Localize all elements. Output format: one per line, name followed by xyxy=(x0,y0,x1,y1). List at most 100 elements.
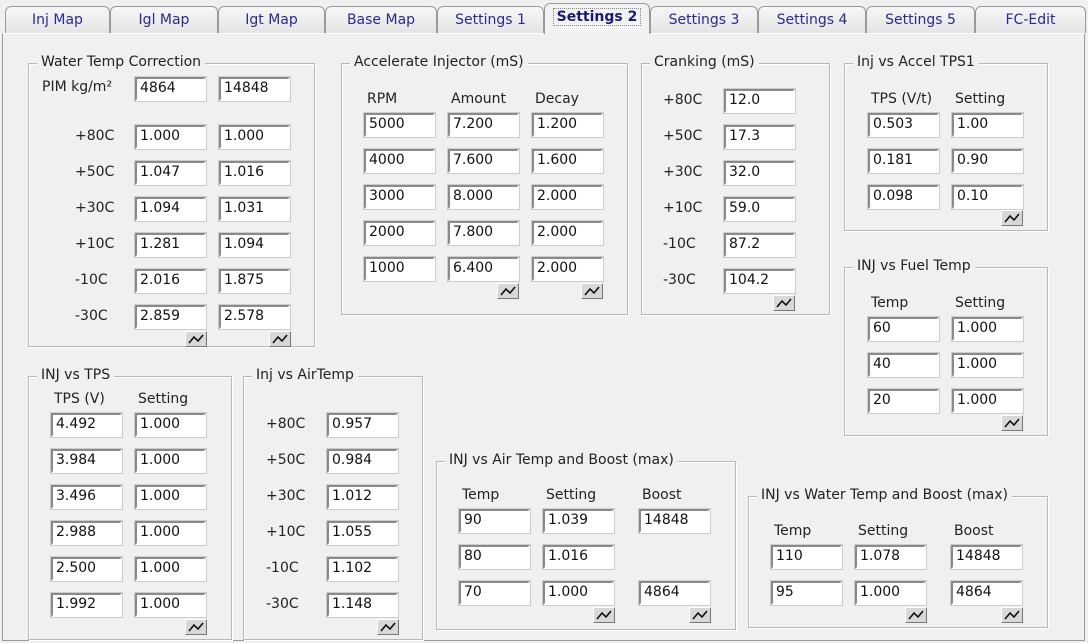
value-field[interactable]: 1.00 xyxy=(951,112,1024,138)
value-field[interactable]: 1.000 xyxy=(134,448,207,474)
tab-settings-5[interactable]: Settings 5 xyxy=(866,6,975,33)
value-field[interactable]: 2.000 xyxy=(531,256,604,282)
value-field[interactable]: 5000 xyxy=(363,112,436,138)
value-field[interactable]: 1.992 xyxy=(50,592,123,618)
value-field[interactable]: 17.3 xyxy=(723,124,796,150)
value-field[interactable]: 1.281 xyxy=(134,232,207,258)
value-field[interactable]: 1.200 xyxy=(531,112,604,138)
value-field[interactable]: 1000 xyxy=(363,256,436,282)
value-field[interactable]: 14848 xyxy=(218,76,291,102)
value-field[interactable]: 1.016 xyxy=(218,160,291,186)
value-field[interactable]: 1.000 xyxy=(134,556,207,582)
value-field[interactable]: 7.200 xyxy=(447,112,520,138)
value-field[interactable]: 1.055 xyxy=(326,520,399,546)
value-field[interactable]: 1.012 xyxy=(326,484,399,510)
value-field[interactable]: 6.400 xyxy=(447,256,520,282)
value-field[interactable]: 60 xyxy=(867,316,940,342)
value-field[interactable]: 20 xyxy=(867,388,940,414)
value-field[interactable]: 7.600 xyxy=(447,148,520,174)
value-field[interactable]: 2.000 xyxy=(531,184,604,210)
value-field[interactable]: 4.492 xyxy=(50,412,123,438)
value-field[interactable]: 7.800 xyxy=(447,220,520,246)
value-field[interactable]: 90 xyxy=(458,508,531,534)
value-field[interactable]: 32.0 xyxy=(723,160,796,186)
value-field[interactable]: 0.984 xyxy=(326,448,399,474)
value-field[interactable]: 1.000 xyxy=(951,316,1024,342)
value-field[interactable]: 4864 xyxy=(638,580,711,606)
value-field[interactable]: 1.000 xyxy=(854,580,927,606)
value-field[interactable]: 2.016 xyxy=(134,268,207,294)
value-field[interactable]: 0.10 xyxy=(951,184,1024,210)
value-field[interactable]: 2.000 xyxy=(531,220,604,246)
value-field[interactable]: 1.000 xyxy=(134,412,207,438)
value-field[interactable]: 1.000 xyxy=(218,124,291,150)
graph-button[interactable] xyxy=(1001,415,1023,431)
value-field[interactable]: 3000 xyxy=(363,184,436,210)
value-field[interactable]: 3.984 xyxy=(50,448,123,474)
value-field[interactable]: 80 xyxy=(458,544,531,570)
value-field[interactable]: 1.016 xyxy=(542,544,615,570)
value-field[interactable]: 1.000 xyxy=(951,388,1024,414)
value-field[interactable]: 8.000 xyxy=(447,184,520,210)
value-field[interactable]: 2.859 xyxy=(134,304,207,330)
value-field[interactable]: 1.078 xyxy=(854,544,927,570)
value-field[interactable]: 0.098 xyxy=(867,184,940,210)
tab-fc-edit[interactable]: FC-Edit xyxy=(975,6,1086,33)
value-field[interactable]: 2.988 xyxy=(50,520,123,546)
tab-settings-2[interactable]: Settings 2 xyxy=(544,3,650,34)
graph-button[interactable] xyxy=(905,607,927,623)
value-field[interactable]: 1.031 xyxy=(218,196,291,222)
graph-button[interactable] xyxy=(497,283,519,299)
value-field[interactable]: 1.875 xyxy=(218,268,291,294)
value-field[interactable]: 2.578 xyxy=(218,304,291,330)
value-field[interactable]: 1.094 xyxy=(218,232,291,258)
value-field[interactable]: 14848 xyxy=(950,544,1023,570)
value-field[interactable]: 1.000 xyxy=(134,520,207,546)
value-field[interactable]: 2.500 xyxy=(50,556,123,582)
tab-igt-map[interactable]: Igt Map xyxy=(218,6,325,33)
graph-button[interactable] xyxy=(185,619,207,635)
graph-button[interactable] xyxy=(581,283,603,299)
graph-button[interactable] xyxy=(689,607,711,623)
value-field[interactable]: 1.600 xyxy=(531,148,604,174)
value-field[interactable]: 3.496 xyxy=(50,484,123,510)
value-field[interactable]: 4000 xyxy=(363,148,436,174)
value-field[interactable]: 1.148 xyxy=(326,592,399,618)
value-field[interactable]: 4864 xyxy=(950,580,1023,606)
value-field[interactable]: 70 xyxy=(458,580,531,606)
value-field[interactable]: 1.000 xyxy=(134,124,207,150)
value-field[interactable]: 0.957 xyxy=(326,412,399,438)
value-field[interactable]: 1.039 xyxy=(542,508,615,534)
value-field[interactable]: 1.000 xyxy=(542,580,615,606)
value-field[interactable]: 1.102 xyxy=(326,556,399,582)
value-field[interactable]: 0.90 xyxy=(951,148,1024,174)
graph-button[interactable] xyxy=(1001,607,1023,623)
graph-button[interactable] xyxy=(593,607,615,623)
value-field[interactable]: 2000 xyxy=(363,220,436,246)
tab-inj-map[interactable]: Inj Map xyxy=(5,6,110,33)
tab-base-map[interactable]: Base Map xyxy=(325,6,437,33)
value-field[interactable]: 87.2 xyxy=(723,232,796,258)
value-field[interactable]: 110 xyxy=(770,544,843,570)
tab-settings-4[interactable]: Settings 4 xyxy=(758,6,866,33)
value-field[interactable]: 4864 xyxy=(134,76,207,102)
value-field[interactable]: 0.503 xyxy=(867,112,940,138)
tab-settings-3[interactable]: Settings 3 xyxy=(650,6,758,33)
value-field[interactable]: 12.0 xyxy=(723,88,796,114)
value-field[interactable]: 0.181 xyxy=(867,148,940,174)
graph-button[interactable] xyxy=(773,295,795,311)
value-field[interactable]: 1.094 xyxy=(134,196,207,222)
graph-button[interactable] xyxy=(185,331,207,347)
tab-settings-1[interactable]: Settings 1 xyxy=(437,6,544,33)
value-field[interactable]: 14848 xyxy=(638,508,711,534)
value-field[interactable]: 104.2 xyxy=(723,268,796,294)
graph-button[interactable] xyxy=(269,331,291,347)
value-field[interactable]: 95 xyxy=(770,580,843,606)
value-field[interactable]: 1.047 xyxy=(134,160,207,186)
graph-button[interactable] xyxy=(1001,210,1023,226)
tab-igl-map[interactable]: Igl Map xyxy=(110,6,218,33)
value-field[interactable]: 40 xyxy=(867,352,940,378)
value-field[interactable]: 59.0 xyxy=(723,196,796,222)
value-field[interactable]: 1.000 xyxy=(951,352,1024,378)
value-field[interactable]: 1.000 xyxy=(134,484,207,510)
